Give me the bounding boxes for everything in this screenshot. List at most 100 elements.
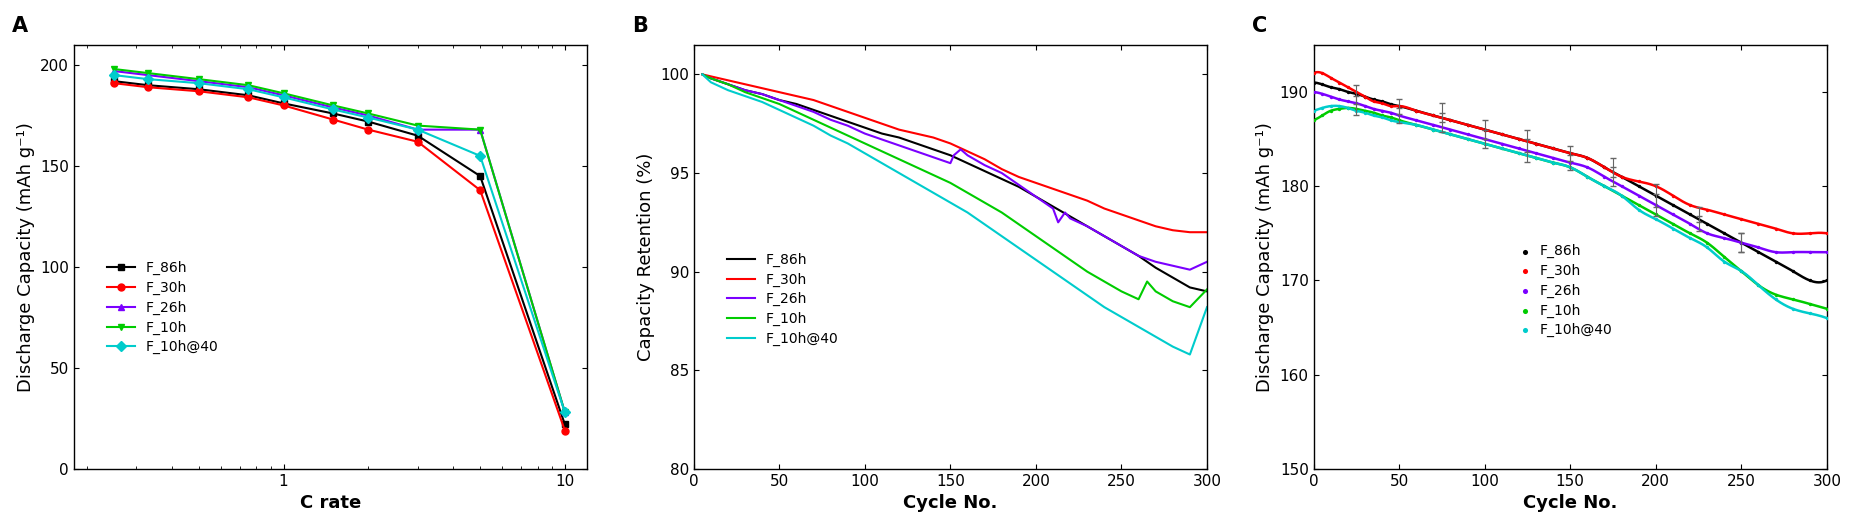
- F_10h: [238, 82, 260, 88]
- F_86h: [1196, 288, 1218, 295]
- F_10h@40: [921, 189, 943, 196]
- F_30h: [717, 77, 739, 84]
- F_10h: [1006, 221, 1029, 227]
- F_26h: [802, 108, 825, 115]
- F_10h: [1640, 210, 1669, 218]
- F_26h: [700, 75, 722, 81]
- F_86h: [1623, 182, 1653, 190]
- F_10h@40: [871, 160, 893, 166]
- F_10h: [357, 111, 379, 117]
- F_10h: [1452, 135, 1482, 143]
- F_10h: [1469, 140, 1499, 148]
- F_30h: [357, 126, 379, 133]
- F_26h: [990, 170, 1012, 176]
- F_26h: [949, 146, 971, 152]
- F_86h: [973, 168, 995, 174]
- F_86h: [273, 100, 295, 106]
- F_30h: [1435, 116, 1465, 124]
- F_10h: [990, 209, 1012, 216]
- F_26h: [407, 126, 429, 133]
- F_10h@40: [691, 71, 713, 78]
- F_30h: [1640, 182, 1669, 190]
- F_10h@40: [1006, 245, 1029, 251]
- F_10h: [921, 172, 943, 178]
- F_30h: [1623, 177, 1653, 186]
- F_86h: [1794, 276, 1824, 285]
- F_10h@40: [1357, 111, 1387, 120]
- F_30h: [1794, 229, 1824, 238]
- F_10h@40: [1435, 130, 1465, 139]
- F_30h: [1092, 205, 1114, 212]
- F_10h@40: [750, 99, 773, 105]
- F_30h: [1417, 111, 1447, 120]
- F_10h@40: [1025, 257, 1047, 263]
- F_10h@40: [1554, 163, 1584, 171]
- F_26h: [973, 162, 995, 168]
- F_26h: [468, 126, 490, 133]
- Line: F_10h: F_10h: [111, 66, 568, 416]
- F_26h: [1435, 125, 1465, 134]
- F_10h@40: [1760, 295, 1790, 304]
- F_30h: [1341, 88, 1370, 96]
- F_10h: [468, 126, 490, 133]
- F_10h@40: [1725, 267, 1755, 275]
- F_26h: [1324, 95, 1354, 104]
- F_30h: [940, 140, 962, 147]
- F_30h: [1554, 149, 1584, 158]
- F_86h: [1554, 149, 1584, 158]
- F_10h@40: [1161, 343, 1183, 350]
- F_10h@40: [904, 180, 927, 186]
- F_10h@40: [188, 80, 210, 86]
- F_86h: [1725, 239, 1755, 247]
- F_10h: [819, 124, 841, 131]
- F_26h: [1417, 121, 1447, 129]
- F_86h: [1307, 80, 1337, 89]
- F_30h: [1502, 135, 1532, 143]
- F_30h: [553, 427, 576, 434]
- F_10h@40: [836, 140, 858, 147]
- F_86h: [1538, 144, 1567, 153]
- F_26h: [852, 131, 875, 137]
- F_26h: [1367, 106, 1396, 115]
- F_30h: [1742, 220, 1772, 228]
- F_26h: [1725, 239, 1755, 247]
- F_10h: [1058, 257, 1081, 263]
- F_10h@40: [137, 76, 160, 83]
- F_86h: [871, 131, 893, 137]
- F_10h: [1144, 288, 1166, 295]
- F_10h@40: [717, 87, 739, 93]
- F_86h: [1315, 83, 1344, 92]
- F_30h: [137, 84, 160, 90]
- Text: A: A: [13, 16, 28, 37]
- F_86h: [956, 160, 979, 166]
- F_30h: [1307, 69, 1337, 77]
- F_10h: [1315, 106, 1344, 115]
- F_26h: [1331, 97, 1361, 106]
- F_26h: [1623, 191, 1653, 200]
- F_86h: [1075, 223, 1097, 230]
- F_10h@40: [767, 107, 789, 113]
- F_30h: [407, 139, 429, 145]
- F_30h: [1469, 125, 1499, 134]
- F_10h: [1692, 239, 1721, 247]
- F_26h: [1708, 234, 1738, 242]
- F_26h: [1196, 259, 1218, 265]
- F_10h@40: [1708, 257, 1738, 266]
- F_30h: [1777, 229, 1807, 238]
- F_86h: [1110, 243, 1133, 249]
- F_10h: [1075, 269, 1097, 275]
- F_86h: [1656, 201, 1686, 209]
- F_86h: [1760, 257, 1790, 266]
- F_30h: [238, 94, 260, 101]
- F_10h: [1811, 305, 1840, 313]
- F_26h: [1400, 116, 1430, 124]
- F_10h@40: [238, 86, 260, 93]
- F_30h: [947, 144, 969, 151]
- F_10h@40: [1656, 224, 1686, 233]
- F_10h@40: [1383, 118, 1413, 126]
- F_26h: [1590, 172, 1619, 181]
- F_86h: [1417, 111, 1447, 120]
- F_10h@40: [1400, 121, 1430, 129]
- F_26h: [1144, 259, 1166, 265]
- F_10h@40: [553, 409, 576, 416]
